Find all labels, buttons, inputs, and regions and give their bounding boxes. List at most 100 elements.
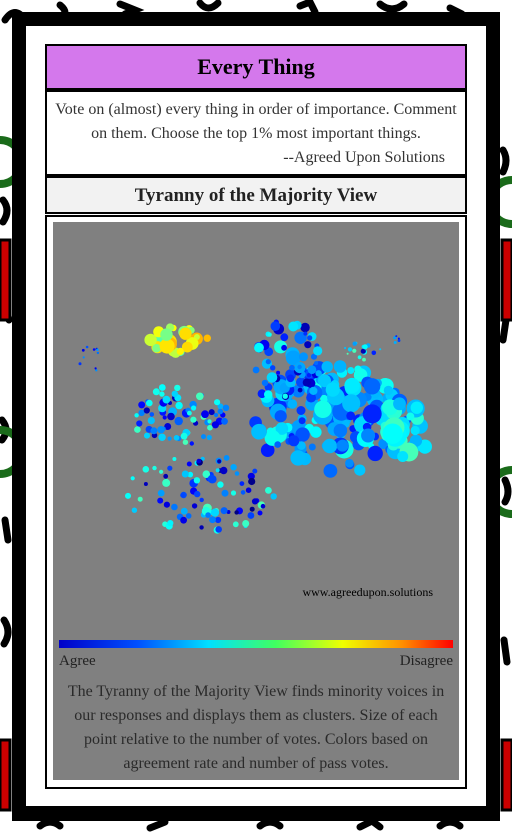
decor-dot bbox=[152, 388, 160, 396]
decor-dot bbox=[92, 348, 96, 351]
decor-dot bbox=[274, 441, 282, 448]
decor-dot bbox=[176, 347, 184, 356]
decor-dot bbox=[333, 360, 347, 373]
decor-dot bbox=[239, 481, 245, 486]
decor-dot bbox=[314, 400, 332, 418]
decor-dot bbox=[147, 417, 155, 425]
decor-dot bbox=[134, 413, 139, 418]
decor-dot bbox=[174, 384, 181, 392]
decor-dot bbox=[323, 464, 338, 478]
decor-dot bbox=[163, 473, 169, 479]
decor-dot bbox=[167, 436, 172, 441]
decor-dot bbox=[286, 374, 295, 383]
decor-dot bbox=[288, 321, 299, 332]
decor-dot bbox=[309, 386, 318, 395]
decor-dot bbox=[167, 520, 174, 527]
decor-dot bbox=[196, 458, 202, 464]
decor-dot bbox=[210, 508, 220, 517]
decor-dot bbox=[336, 439, 349, 452]
decor-dot bbox=[217, 459, 222, 464]
decor-dot bbox=[159, 338, 175, 354]
decor-dot bbox=[315, 370, 322, 377]
decor-dot bbox=[297, 387, 303, 393]
decor-dot bbox=[190, 416, 197, 423]
decor-dot bbox=[367, 445, 383, 462]
decor-dot bbox=[252, 468, 258, 474]
decor-dot bbox=[220, 507, 228, 515]
decor-dot bbox=[393, 397, 406, 411]
intro-signature: --Agreed Upon Solutions bbox=[283, 149, 445, 166]
decor-dot bbox=[191, 405, 197, 411]
decor-dot bbox=[361, 428, 376, 443]
decor-dot bbox=[397, 337, 400, 340]
decor-dot bbox=[344, 377, 360, 394]
decor-dot bbox=[322, 438, 338, 454]
decor-dot bbox=[215, 468, 220, 473]
decor-dot bbox=[164, 423, 172, 430]
decor-dot bbox=[303, 331, 308, 336]
decor-dot bbox=[223, 455, 230, 461]
decor-dot bbox=[189, 441, 194, 446]
decor-dot bbox=[217, 403, 224, 410]
decor-dot bbox=[181, 341, 193, 353]
decor-dot bbox=[221, 489, 229, 497]
decor-dot bbox=[180, 507, 188, 515]
decor-dot bbox=[163, 501, 170, 508]
decor-dot bbox=[181, 470, 189, 478]
decor-dot bbox=[146, 399, 153, 407]
decor-dot bbox=[382, 423, 403, 444]
decor-dot bbox=[307, 365, 317, 375]
decor-dot bbox=[299, 352, 308, 362]
decor-dot bbox=[157, 489, 165, 497]
decor-dot bbox=[270, 365, 276, 371]
view-title: Tyranny of the Majority View bbox=[45, 176, 467, 214]
decor-dot bbox=[136, 420, 143, 427]
decor-dot bbox=[159, 469, 164, 474]
decor-dot bbox=[247, 512, 255, 519]
decor-dot bbox=[251, 423, 267, 440]
caption: The Tyranny of the Majority View finds m… bbox=[53, 680, 459, 776]
decor-dot bbox=[180, 493, 185, 498]
decor-dot bbox=[285, 350, 301, 366]
decor-dot bbox=[234, 510, 239, 515]
decor-dot bbox=[289, 364, 295, 371]
decor-dot bbox=[275, 422, 289, 435]
decor-dot bbox=[211, 421, 219, 429]
caption-line: our responses and displays them as clust… bbox=[74, 707, 438, 724]
decor-dot bbox=[152, 343, 161, 353]
decor-dot bbox=[383, 385, 394, 396]
decor-dot bbox=[352, 348, 357, 353]
decor-dot bbox=[150, 427, 158, 435]
decor-dot bbox=[270, 321, 281, 332]
decor-dot bbox=[179, 327, 192, 340]
decor-dot bbox=[257, 510, 263, 516]
decor-dot bbox=[346, 411, 356, 421]
decor-dot bbox=[266, 372, 278, 383]
decor-dot bbox=[345, 458, 354, 468]
decor-dot bbox=[187, 471, 194, 478]
decor-dot bbox=[342, 394, 361, 413]
decor-dot bbox=[297, 441, 306, 450]
decor-dot bbox=[354, 464, 366, 476]
decor-dot bbox=[215, 526, 222, 533]
decor-dot bbox=[325, 382, 340, 397]
caption-line: The Tyranny of the Majority View finds m… bbox=[67, 683, 445, 700]
decor-dot bbox=[180, 516, 188, 524]
decor-dot bbox=[395, 335, 398, 338]
decor-dot bbox=[203, 334, 211, 342]
decor-dot bbox=[257, 389, 267, 399]
decor-dot bbox=[234, 471, 240, 476]
decor-dot bbox=[137, 496, 143, 502]
decor-dot bbox=[142, 466, 150, 473]
decor-dot bbox=[171, 390, 178, 397]
decor-dot bbox=[281, 344, 287, 351]
decor-dot bbox=[371, 350, 377, 356]
decor-dot bbox=[172, 457, 177, 461]
decor-dot bbox=[162, 478, 171, 487]
decor-dot bbox=[260, 503, 266, 509]
decor-dot bbox=[85, 345, 89, 349]
decor-dot bbox=[254, 342, 264, 353]
decor-dot bbox=[221, 417, 228, 425]
decor-dot bbox=[171, 503, 178, 511]
caption-line: agreement rate and number of pass votes. bbox=[123, 755, 389, 772]
